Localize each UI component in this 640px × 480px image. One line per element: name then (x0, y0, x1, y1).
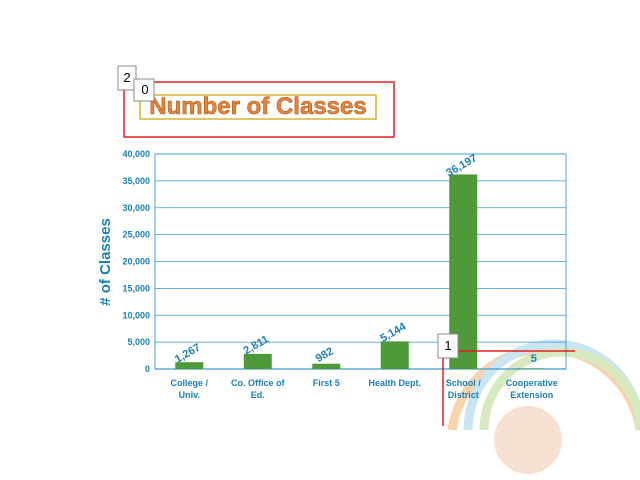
grid-lines (155, 153, 566, 343)
logo-decoration (447, 339, 640, 474)
category-label: School / District (446, 378, 482, 400)
bars (175, 174, 546, 369)
y-tick-label: 20,000 (122, 257, 150, 267)
bar (312, 363, 341, 369)
svg-text:1: 1 (444, 338, 451, 353)
data-label: 5,144 (378, 320, 409, 345)
annotation-box-0 (139, 94, 377, 120)
annotation-box-2 (123, 81, 395, 138)
svg-text:2: 2 (123, 70, 130, 85)
annotation-tag-1: 1 (437, 333, 459, 359)
category-label-line: Co. Office of (231, 378, 286, 388)
annotation-tag-0: 0 (133, 78, 155, 102)
y-tick-label: 40,000 (122, 149, 150, 159)
y-tick-label: 30,000 (122, 203, 150, 213)
category-labels: College / Univ. Co. Office of Ed. First 5 Hea… (170, 378, 557, 400)
y-tick-labels: 0 5,000 10,000 15,000 20,000 25,000 30,000 35,0… (122, 149, 150, 374)
bar (243, 353, 272, 369)
category-label-line: College / (170, 378, 208, 388)
y-tick-label: 35,000 (122, 176, 150, 186)
annotation-tag-2: 2 (117, 65, 137, 91)
category-label-line: Cooperative (506, 378, 558, 388)
category-label-line: Ed. (251, 390, 265, 400)
y-axis-label: # of Classes (97, 218, 114, 306)
y-tick-label: 10,000 (122, 310, 150, 320)
category-label: Health Dept. (368, 378, 421, 388)
category-label: First 5 (313, 378, 340, 388)
category-label-line: First 5 (313, 378, 340, 388)
chart-title: Number of Classes (149, 93, 366, 120)
bar (380, 341, 409, 369)
category-label-line: District (448, 390, 479, 400)
category-label-line: Univ. (179, 390, 200, 400)
data-label: 1,267 (173, 342, 203, 366)
data-label: 2,811 (242, 333, 271, 357)
bar (517, 368, 546, 369)
data-label: 982 (314, 345, 336, 365)
y-tick-label: 0 (145, 364, 150, 374)
bar (175, 362, 204, 369)
category-label-line: School / (446, 378, 482, 388)
svg-text:0: 0 (141, 82, 148, 97)
data-label: 5 (531, 353, 537, 365)
y-tick-label: 25,000 (122, 230, 150, 240)
category-label: Co. Office of Ed. (231, 378, 286, 400)
annotation-overlays: 2 0 1 (117, 65, 575, 426)
category-label-line: Health Dept. (368, 378, 421, 388)
category-label: Cooperative Extension (506, 378, 558, 400)
axes (154, 153, 567, 370)
y-tick-label: 15,000 (122, 283, 150, 293)
category-label-line: Extension (510, 390, 553, 400)
y-tick-label: 5,000 (127, 337, 150, 347)
category-label: College / Univ. (170, 378, 208, 400)
